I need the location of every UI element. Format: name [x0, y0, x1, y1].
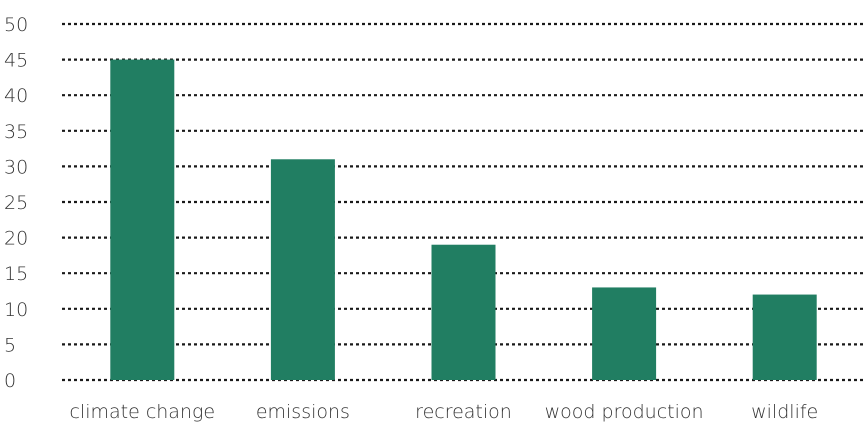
- bar-recreation: [431, 244, 496, 380]
- y-tick-label: 15: [4, 263, 28, 285]
- y-tick-label: 35: [4, 121, 28, 143]
- y-tick-label: 10: [4, 299, 28, 321]
- x-axis-ticks: climate change emissions recreation wood pr…: [69, 401, 818, 423]
- y-tick-label: 30: [4, 156, 28, 178]
- x-tick-label: wildlife: [751, 401, 818, 423]
- bar-emissions: [270, 159, 335, 380]
- y-tick-label: 50: [4, 14, 28, 36]
- y-tick-label: 20: [4, 228, 28, 250]
- x-tick-label: emissions: [256, 401, 350, 423]
- y-axis-ticks: 0 5 10 15 20 25 30 35 40 45 50: [4, 14, 28, 392]
- x-tick-label: wood production: [545, 401, 704, 423]
- x-tick-label: climate change: [69, 401, 215, 423]
- bar-wood-production: [592, 287, 657, 380]
- y-tick-label: 25: [4, 192, 28, 214]
- y-tick-label: 5: [4, 334, 16, 356]
- x-tick-label: recreation: [415, 401, 512, 423]
- bar-wildlife: [752, 294, 817, 380]
- y-tick-label: 45: [4, 50, 28, 72]
- gridlines: [62, 22, 865, 382]
- y-tick-label: 0: [4, 370, 16, 392]
- bar-climate-change: [110, 59, 175, 380]
- y-tick-label: 40: [4, 85, 28, 107]
- bars: [110, 59, 817, 380]
